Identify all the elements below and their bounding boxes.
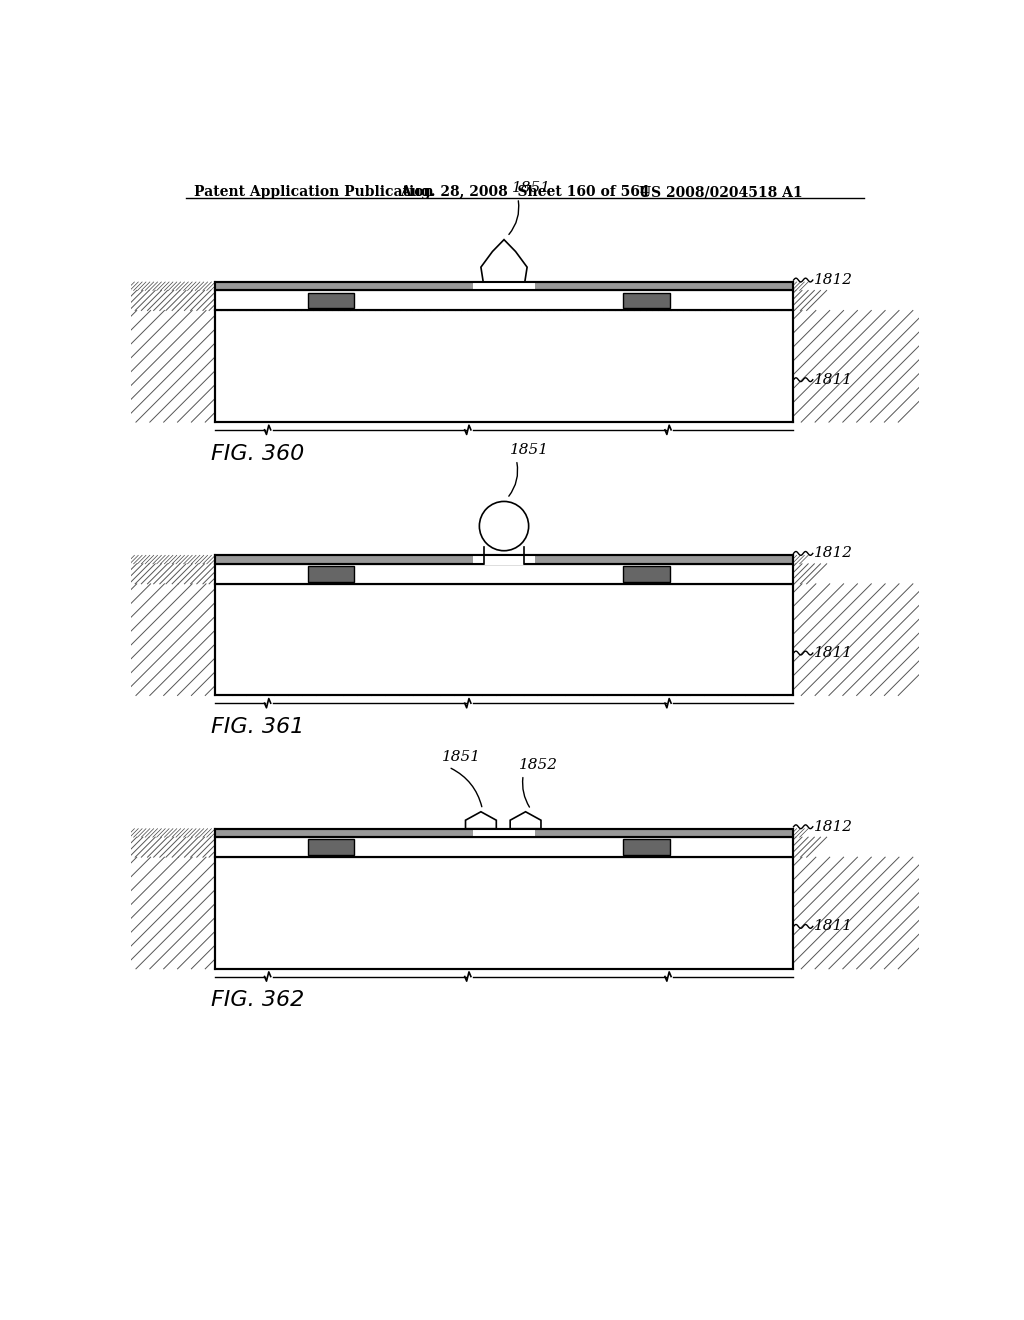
Text: 1812: 1812 — [814, 273, 853, 286]
Bar — [215, 583, 793, 696]
Text: 1811: 1811 — [814, 645, 853, 660]
Text: FIG. 362: FIG. 362 — [211, 990, 305, 1010]
Bar — [624, 566, 670, 582]
Bar — [473, 828, 535, 838]
Bar — [624, 293, 670, 308]
Bar — [484, 554, 524, 565]
Text: FIG. 360: FIG. 360 — [211, 444, 305, 463]
Bar — [624, 840, 670, 855]
Text: 1812: 1812 — [814, 546, 853, 561]
Bar — [215, 564, 793, 583]
Bar — [215, 290, 793, 310]
Bar — [215, 829, 793, 837]
Text: 1851: 1851 — [512, 181, 551, 195]
Bar — [307, 840, 354, 855]
Bar — [473, 554, 535, 565]
Text: 1852: 1852 — [519, 758, 558, 772]
Bar — [307, 566, 354, 582]
Text: FIG. 361: FIG. 361 — [211, 717, 305, 737]
Bar — [473, 281, 535, 292]
Text: Aug. 28, 2008  Sheet 160 of 564: Aug. 28, 2008 Sheet 160 of 564 — [400, 185, 649, 199]
Text: 1812: 1812 — [814, 820, 853, 834]
Bar — [215, 282, 793, 290]
Text: 1811: 1811 — [814, 372, 853, 387]
Bar — [307, 293, 354, 308]
Bar — [215, 556, 793, 564]
Polygon shape — [481, 240, 527, 282]
Text: 1851: 1851 — [510, 442, 549, 457]
Text: Patent Application Publication: Patent Application Publication — [194, 185, 433, 199]
Bar — [215, 310, 793, 422]
Circle shape — [479, 502, 528, 550]
Polygon shape — [466, 812, 497, 829]
Bar — [215, 857, 793, 969]
Text: 1851: 1851 — [442, 750, 481, 764]
Polygon shape — [510, 812, 541, 829]
Bar — [215, 837, 793, 857]
Text: 1811: 1811 — [814, 920, 853, 933]
Text: US 2008/0204518 A1: US 2008/0204518 A1 — [639, 185, 803, 199]
